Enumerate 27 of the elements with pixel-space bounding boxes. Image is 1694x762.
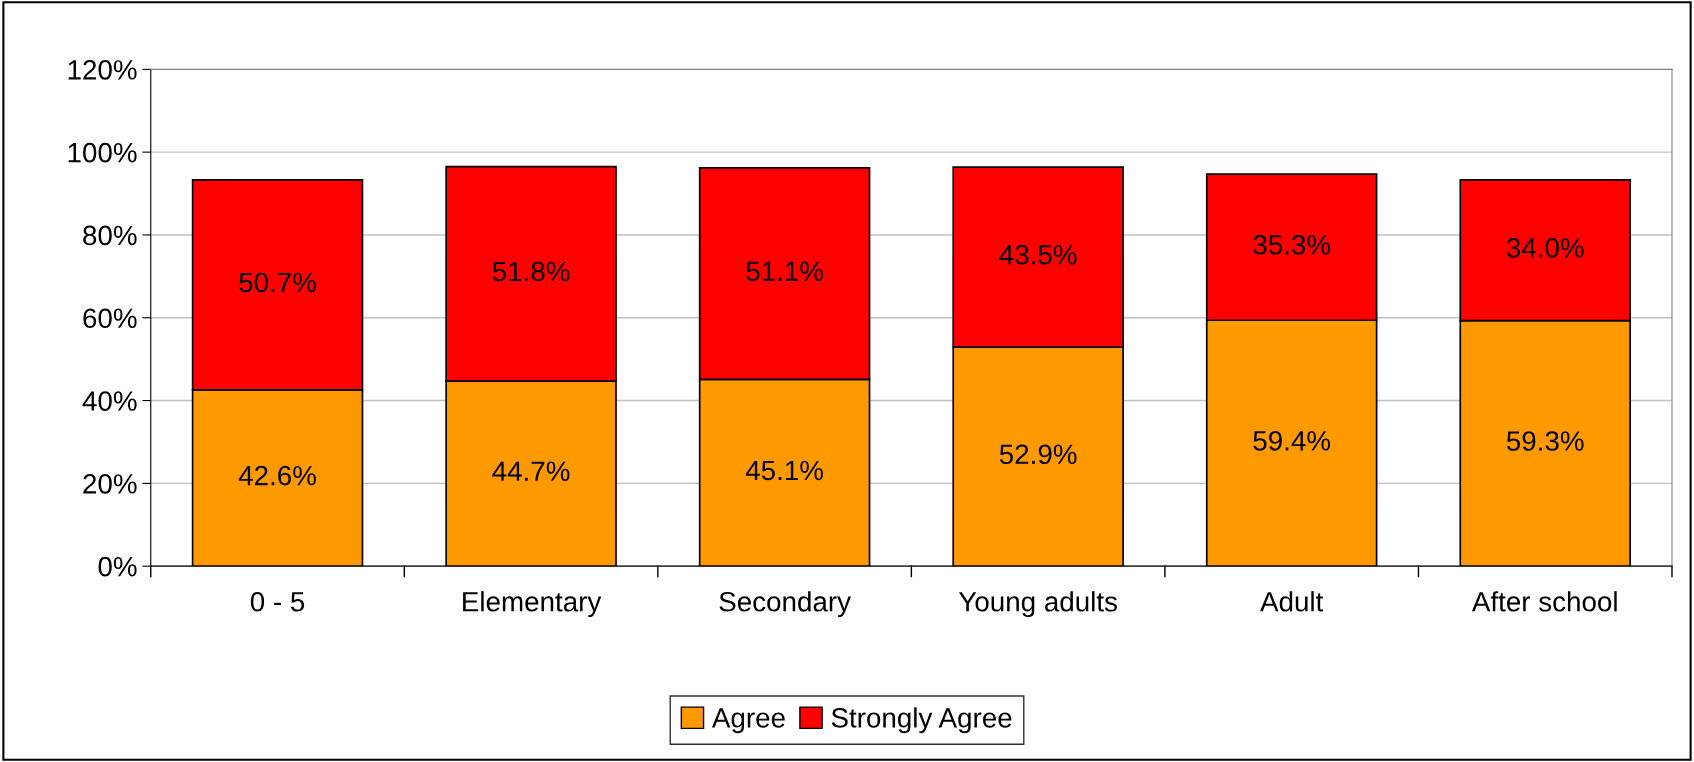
y-tick-label: 80%	[83, 225, 137, 246]
data-label: 42.6%	[238, 465, 316, 486]
legend-label: Agree	[711, 708, 785, 734]
x-tick-label: Elementary	[463, 591, 602, 618]
data-label: 43.5%	[999, 244, 1077, 265]
legend-label: Strongly Agree	[831, 707, 1012, 734]
y-tick-label: 60%	[83, 308, 137, 329]
data-label: 51.8%	[492, 261, 570, 282]
data-label: 45.1%	[745, 460, 823, 481]
data-label: 34.0%	[1506, 238, 1584, 258]
x-tick-label: Young adults	[958, 591, 1117, 618]
data-label: 51.1%	[746, 261, 823, 282]
data-label: 35.3%	[1253, 234, 1331, 255]
y-tick-label: 40%	[82, 391, 137, 411]
x-tick-label: Secondary	[719, 591, 851, 618]
data-label: 52.9%	[999, 444, 1077, 465]
x-tick-label: Adult	[1260, 591, 1324, 612]
y-tick-label: 100%	[68, 142, 137, 163]
data-label: 44.7%	[492, 461, 570, 481]
x-tick-label: After school	[1471, 591, 1617, 612]
y-tick-label: 120%	[68, 60, 137, 80]
data-label: 59.4%	[1253, 430, 1331, 451]
y-tick-label: 0%	[98, 556, 137, 577]
data-label: 59.3%	[1506, 431, 1584, 451]
y-tick-label: 20%	[83, 474, 137, 494]
x-tick-label: 0 - 5	[250, 591, 305, 612]
data-label: 50.7%	[239, 272, 316, 293]
